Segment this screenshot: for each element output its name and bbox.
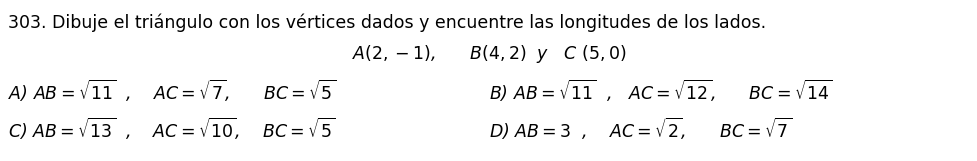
- Text: A) $AB = \sqrt{11}$  ,    $AC = \sqrt{7}$,      $BC = \sqrt{5}$: A) $AB = \sqrt{11}$ , $AC = \sqrt{7}$, $…: [8, 78, 336, 104]
- Text: 303. Dibuje el triángulo con los vértices dados y encuentre las longitudes de lo: 303. Dibuje el triángulo con los vértice…: [8, 13, 765, 32]
- Text: B) $AB = \sqrt{11}$  ,   $AC = \sqrt{12}$,      $BC = \sqrt{14}$: B) $AB = \sqrt{11}$ , $AC = \sqrt{12}$, …: [488, 78, 831, 104]
- Text: D) $AB = 3$  ,    $AC = \sqrt{2}$,      $BC = \sqrt{7}$: D) $AB = 3$ , $AC = \sqrt{2}$, $BC = \sq…: [488, 116, 791, 142]
- Text: $A(2,-1)$,      $B(4,2)$  $y$   $C\ (5,0)$: $A(2,-1)$, $B(4,2)$ $y$ $C\ (5,0)$: [352, 43, 625, 65]
- Text: C) $AB = \sqrt{13}$  ,    $AC = \sqrt{10}$,    $BC = \sqrt{5}$: C) $AB = \sqrt{13}$ , $AC = \sqrt{10}$, …: [8, 116, 335, 142]
